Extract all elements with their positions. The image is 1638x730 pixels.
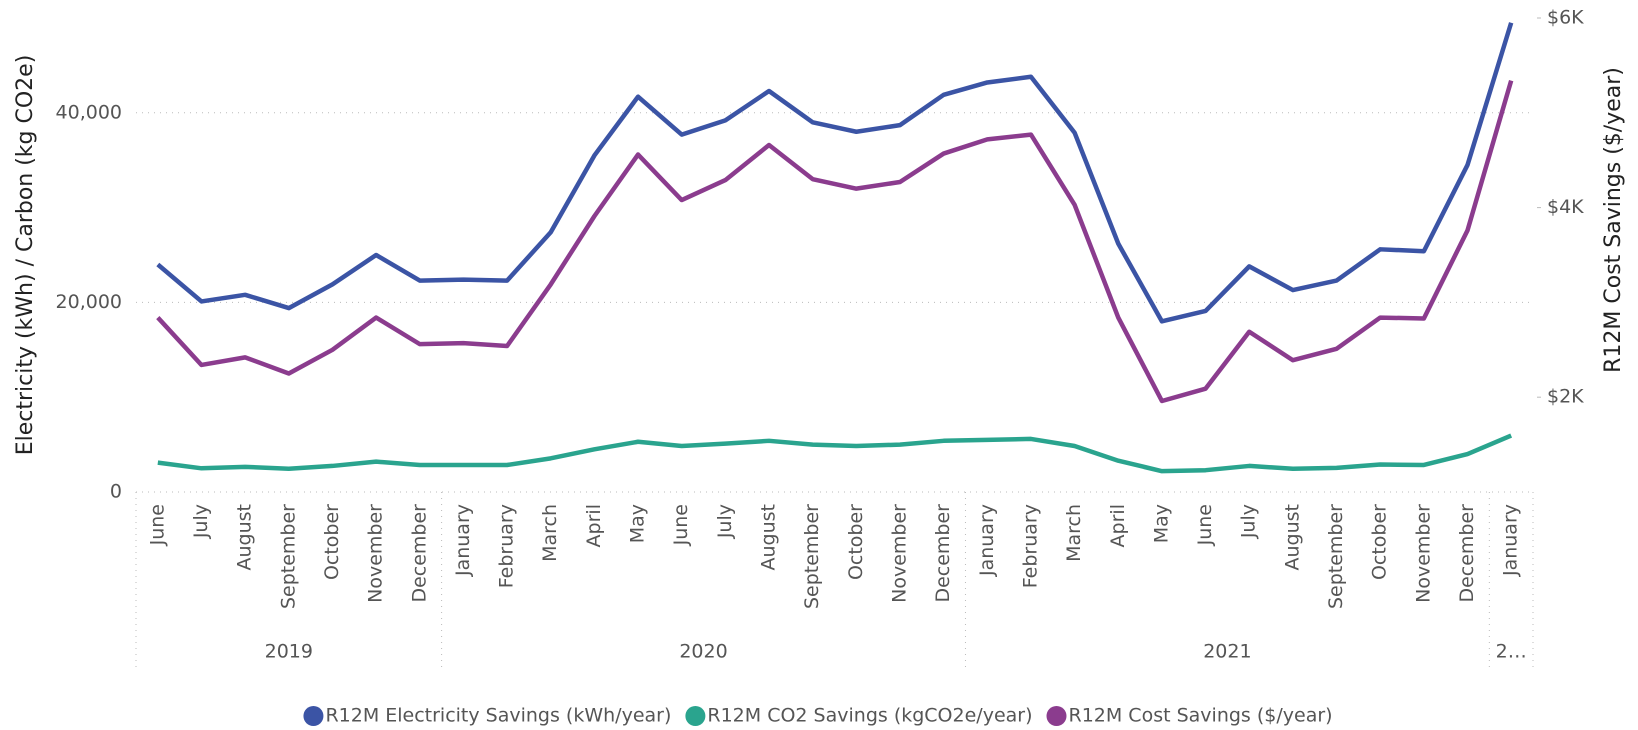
x-tick-label: September (277, 504, 299, 609)
x-tick-label: January (976, 504, 998, 577)
legend-label: R12M Electricity Savings (kWh/year) (325, 705, 671, 727)
x-tick-label: August (758, 504, 780, 571)
series-line (156, 22, 1514, 324)
y-axis-title: Electricity (kWh) / Carbon (kg CO2e) (13, 55, 38, 456)
x-tick-label: February (1019, 504, 1041, 588)
x-tick-label: June (146, 504, 168, 546)
x-tick-label: November (365, 504, 387, 603)
legend-label: R12M CO2 Savings (kgCO2e/year) (707, 705, 1032, 727)
x-tick-label: December (1456, 504, 1478, 603)
series-line (156, 79, 1514, 404)
x-tick-label: May (627, 504, 649, 543)
y2-axis-title: R12M Cost Savings ($/year) (1601, 67, 1626, 373)
x-tick-label: July (1238, 504, 1260, 539)
x-tick-label: October (845, 504, 867, 580)
y-tick-label: 20,000 (56, 291, 122, 313)
x-tick-label: March (1063, 504, 1085, 562)
x-tick-label: December (408, 504, 430, 603)
legend-marker (303, 706, 324, 726)
x-tick-label: February (496, 504, 518, 588)
x-tick-label: September (1325, 504, 1347, 609)
x-tick-label: June (1194, 504, 1216, 546)
year-label: 2… (1496, 641, 1527, 663)
year-label: 2020 (679, 641, 727, 663)
x-tick-label: December (932, 504, 954, 603)
x-tick-label: November (1412, 504, 1434, 603)
x-tick-label: April (583, 504, 605, 547)
x-tick-label: March (539, 504, 561, 562)
x-tick-label: August (234, 504, 256, 571)
x-tick-label: September (801, 504, 823, 609)
legend-marker (1046, 706, 1067, 726)
x-tick-label: August (1281, 504, 1303, 571)
x-tick-label: April (1107, 504, 1129, 547)
x-tick-label: January (452, 504, 474, 577)
series-line (157, 433, 1513, 474)
x-tick-label: October (321, 504, 343, 580)
x-tick-label: July (190, 504, 212, 539)
year-label: 2019 (265, 641, 313, 663)
x-tick-label: January (1500, 504, 1522, 577)
y2-tick-label: $2K (1547, 386, 1584, 408)
y2-tick-label: $6K (1547, 7, 1584, 29)
x-tick-label: May (1150, 504, 1172, 543)
legend-marker (685, 706, 706, 726)
x-tick-label: October (1369, 504, 1391, 580)
x-tick-label: June (670, 504, 692, 546)
y2-tick-label: $4K (1547, 196, 1584, 218)
legend-label: R12M Cost Savings ($/year) (1069, 705, 1333, 727)
y-tick-label: 0 (110, 481, 122, 503)
year-label: 2021 (1203, 641, 1251, 663)
x-tick-label: July (714, 504, 736, 539)
y-tick-label: 40,000 (56, 101, 122, 123)
x-tick-label: November (888, 504, 910, 603)
